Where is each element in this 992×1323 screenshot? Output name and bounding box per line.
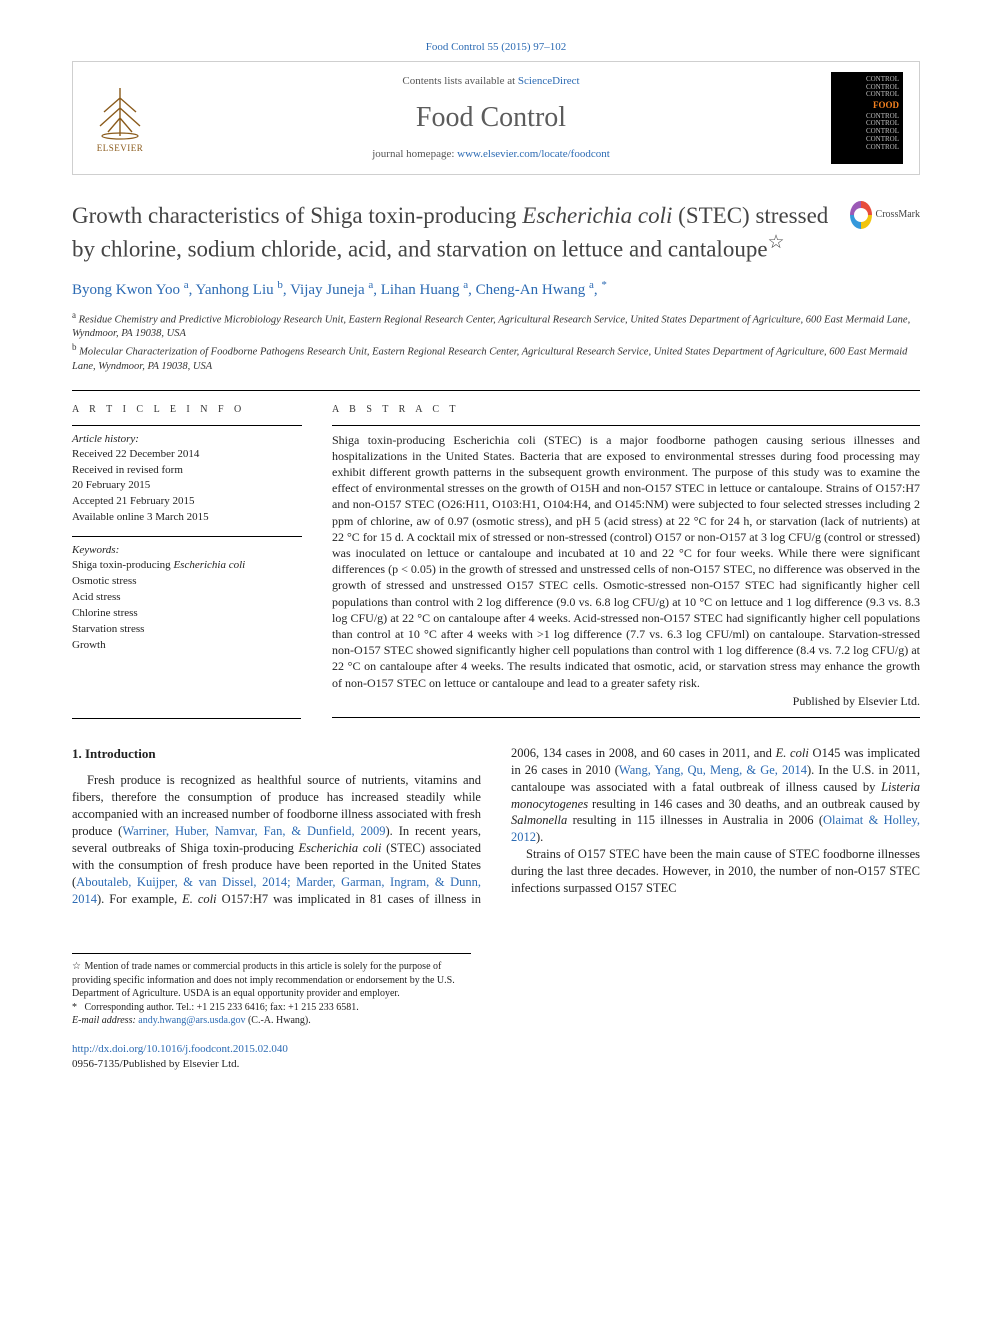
author: Vijay Juneja a xyxy=(290,282,373,298)
bottom-meta: http://dx.doi.org/10.1016/j.foodcont.201… xyxy=(72,1042,920,1072)
history-revised-b: 20 February 2015 xyxy=(72,478,302,494)
cover-line: CONTROL xyxy=(835,144,899,152)
keyword: Osmotic stress xyxy=(72,574,302,590)
top-citation: Food Control 55 (2015) 97–102 xyxy=(72,40,920,55)
email-link[interactable]: andy.hwang@ars.usda.gov xyxy=(138,1015,245,1026)
keyword: Starvation stress xyxy=(72,622,302,638)
journal-homepage: journal homepage: www.elsevier.com/locat… xyxy=(167,147,815,162)
divider xyxy=(72,536,302,537)
corresponding-mark: * xyxy=(601,279,607,291)
author: Lihan Huang a xyxy=(381,282,468,298)
cover-line: CONTROL xyxy=(835,91,899,99)
affiliations: a Residue Chemistry and Predictive Micro… xyxy=(72,309,920,375)
crossmark-icon xyxy=(850,201,872,229)
divider xyxy=(332,425,920,426)
abstract-publisher: Published by Elsevier Ltd. xyxy=(332,693,920,709)
footnote-email: E-mail address: andy.hwang@ars.usda.gov … xyxy=(72,1014,471,1028)
divider xyxy=(72,425,302,426)
body-text: 1. Introduction Fresh produce is recogni… xyxy=(72,745,920,908)
author: Cheng-An Hwang a, * xyxy=(476,282,607,298)
author-list: Byong Kwon Yoo a, Yanhong Liu b, Vijay J… xyxy=(72,278,920,300)
abstract-text: Shiga toxin-producing Escherichia coli (… xyxy=(332,432,920,691)
elsevier-logo: ELSEVIER xyxy=(89,82,151,154)
affiliation-a: Residue Chemistry and Predictive Microbi… xyxy=(72,314,910,339)
keyword: Shiga toxin-producing Escherichia coli xyxy=(72,558,302,574)
crossmark-label: CrossMark xyxy=(876,208,920,222)
history-accepted: Accepted 21 February 2015 xyxy=(72,494,302,510)
doi-link[interactable]: http://dx.doi.org/10.1016/j.foodcont.201… xyxy=(72,1042,920,1057)
title-footnote-star: ☆ xyxy=(768,232,785,253)
sciencedirect-link[interactable]: ScienceDirect xyxy=(518,75,580,87)
elsevier-wordmark: ELSEVIER xyxy=(97,142,144,154)
abstract-block: A B S T R A C T Shiga toxin-producing Es… xyxy=(332,403,920,718)
footnote-disclaimer: ☆ Mention of trade names or commercial p… xyxy=(72,960,471,1001)
contents-line: Contents lists available at ScienceDirec… xyxy=(167,74,815,89)
divider xyxy=(332,717,920,718)
journal-cover-thumb: CONTROL CONTROL CONTROL FOOD CONTROL CON… xyxy=(831,72,903,164)
homepage-prefix: journal homepage: xyxy=(372,148,457,160)
affiliation-b: Molecular Characterization of Foodborne … xyxy=(72,347,907,372)
cover-food: FOOD xyxy=(873,100,899,110)
contents-prefix: Contents lists available at xyxy=(402,75,517,87)
divider xyxy=(72,718,301,719)
homepage-link[interactable]: www.elsevier.com/locate/foodcont xyxy=(457,148,610,160)
title-part: Growth characteristics of Shiga toxin-pr… xyxy=(72,203,522,228)
keyword: Chlorine stress xyxy=(72,606,302,622)
history-label: Article history: xyxy=(72,432,302,447)
section-heading: 1. Introduction xyxy=(72,745,481,763)
article-title: Growth characteristics of Shiga toxin-pr… xyxy=(72,201,838,264)
divider xyxy=(72,390,920,391)
history-received: Received 22 December 2014 xyxy=(72,447,302,463)
keywords-label: Keywords: xyxy=(72,543,302,558)
title-italic: Escherichia coli xyxy=(522,203,672,228)
article-info: A R T I C L E I N F O Article history: R… xyxy=(72,403,302,718)
footnotes: ☆ Mention of trade names or commercial p… xyxy=(72,953,471,1028)
history-online: Available online 3 March 2015 xyxy=(72,510,302,526)
tree-icon xyxy=(89,86,151,140)
info-heading: A R T I C L E I N F O xyxy=(72,403,302,417)
intro-para: Strains of O157 STEC have been the main … xyxy=(511,846,920,897)
history-revised-a: Received in revised form xyxy=(72,463,302,479)
citation-link[interactable]: Wang, Yang, Qu, Meng, & Ge, 2014 xyxy=(619,763,807,777)
issn-line: 0956-7135/Published by Elsevier Ltd. xyxy=(72,1057,920,1072)
citation-link[interactable]: Warriner, Huber, Namvar, Fan, & Dunfield… xyxy=(122,824,385,838)
keyword: Growth xyxy=(72,638,302,654)
footnote-corresponding: * Corresponding author. Tel.: +1 215 233… xyxy=(72,1001,471,1015)
abstract-heading: A B S T R A C T xyxy=(332,403,920,417)
author: Yanhong Liu b xyxy=(196,282,283,298)
author: Byong Kwon Yoo a xyxy=(72,282,189,298)
crossmark-badge[interactable]: CrossMark xyxy=(850,201,920,229)
keyword: Acid stress xyxy=(72,590,302,606)
masthead: ELSEVIER Contents lists available at Sci… xyxy=(72,61,920,175)
journal-title: Food Control xyxy=(167,99,815,137)
